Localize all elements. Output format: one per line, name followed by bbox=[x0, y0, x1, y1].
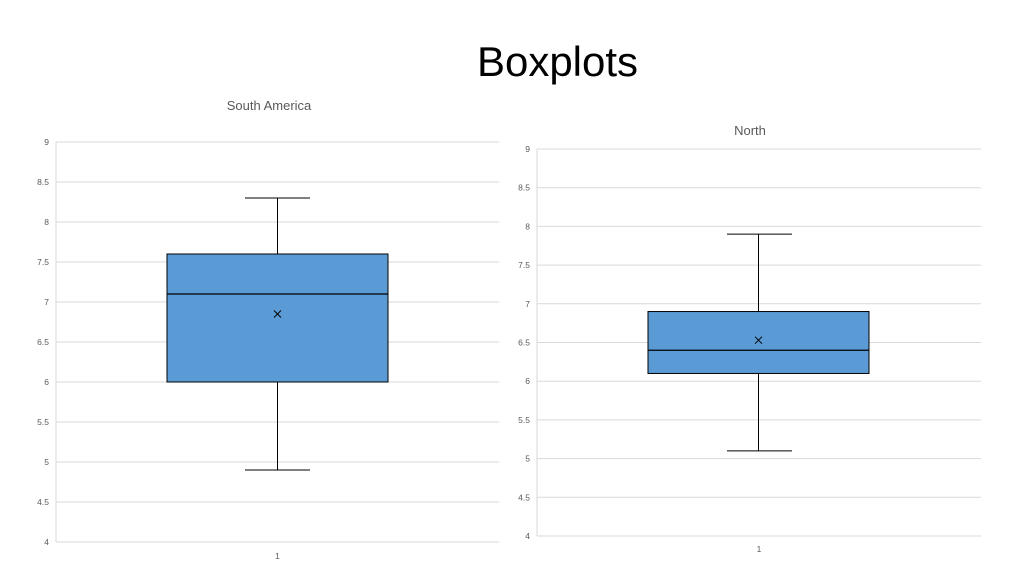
mean-marker bbox=[754, 336, 763, 345]
y-tick-label: 8.5 bbox=[518, 183, 530, 193]
y-tick-label: 7.5 bbox=[37, 257, 49, 267]
slide-title: Boxplots bbox=[476, 38, 639, 85]
mean-marker bbox=[273, 310, 282, 318]
y-tick-label: 8 bbox=[44, 217, 49, 227]
y-tick-label: 8.5 bbox=[37, 177, 49, 187]
x-tick-label: 1 bbox=[275, 551, 280, 561]
y-tick-label: 6 bbox=[44, 377, 49, 387]
y-tick-label: 4.5 bbox=[37, 497, 49, 507]
boxplot-chart-2: North 4 4.5 5 5.5 6 6.5 7 7.5 8 8.5 9 1 bbox=[518, 123, 981, 554]
iqr-box bbox=[647, 311, 870, 374]
y-tick-label: 5.5 bbox=[37, 417, 49, 427]
boxplot-chart-1: South America 4 4.5 5 5.5 6 6.5 7 7.5 8 8.5 9 1 bbox=[37, 98, 499, 561]
y-tick-label: 4.5 bbox=[518, 492, 530, 502]
y-tick-label: 4 bbox=[44, 537, 49, 547]
mean-marker-stroke bbox=[754, 336, 763, 345]
y-tick-label: 6.5 bbox=[518, 338, 530, 348]
chart-title: North bbox=[734, 123, 766, 138]
iqr-box bbox=[166, 253, 389, 383]
chart-title: South America bbox=[227, 98, 312, 113]
mean-marker-stroke bbox=[273, 310, 282, 318]
y-tick-label: 9 bbox=[525, 144, 530, 154]
y-tick-label: 5.5 bbox=[518, 415, 530, 425]
y-tick-label: 9 bbox=[44, 137, 49, 147]
y-tick-label: 4 bbox=[525, 531, 530, 541]
x-tick-label: 1 bbox=[757, 544, 762, 554]
y-tick-label: 6.5 bbox=[37, 337, 49, 347]
y-tick-label: 6 bbox=[525, 376, 530, 386]
y-tick-label: 7.5 bbox=[518, 260, 530, 270]
y-tick-label: 5 bbox=[44, 457, 49, 467]
y-tick-label: 7 bbox=[44, 297, 49, 307]
y-tick-label: 5 bbox=[525, 454, 530, 464]
y-tick-label: 7 bbox=[525, 299, 530, 309]
y-tick-label: 8 bbox=[525, 221, 530, 231]
